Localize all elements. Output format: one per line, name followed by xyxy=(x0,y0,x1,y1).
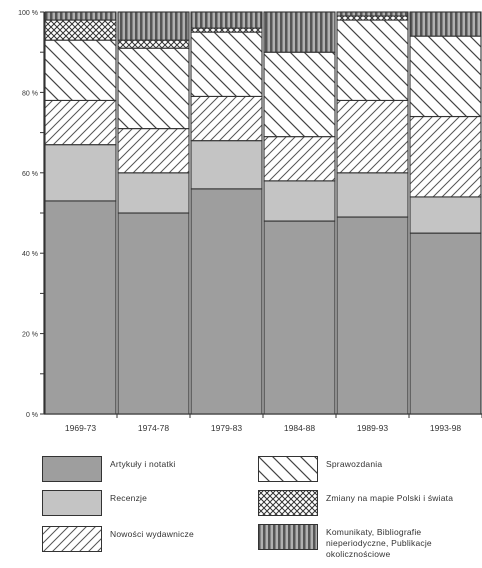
legend-item-zmiany: Zmiany na mapie Polski i świata xyxy=(258,490,482,516)
bar-segment xyxy=(191,28,262,32)
bar-segment xyxy=(410,233,481,414)
x-tick-label: 1984-88 xyxy=(284,423,315,433)
legend-label: Sprawozdania xyxy=(326,456,382,470)
legend-item-sprawozdania: Sprawozdania xyxy=(258,456,482,482)
legend-item-recenzje: Recenzje xyxy=(42,490,242,516)
legend-item-nowosci: Nowości wydawnicze xyxy=(42,526,242,552)
bar-segment xyxy=(337,100,408,172)
x-tick-label: 1989-93 xyxy=(357,423,388,433)
bar-segment xyxy=(264,12,335,52)
bar-segment xyxy=(264,137,335,181)
bar-segment xyxy=(45,201,116,414)
bar-segment xyxy=(410,197,481,233)
bar-segment xyxy=(118,173,189,213)
bar-segment xyxy=(118,129,189,173)
y-tick-label: 80 % xyxy=(22,90,38,97)
x-tick-label: 1969-73 xyxy=(65,423,96,433)
bar-segment xyxy=(45,145,116,201)
bar-segment xyxy=(191,96,262,140)
bar-segment xyxy=(191,12,262,28)
y-tick-label: 20 % xyxy=(22,332,38,339)
bar-segment xyxy=(118,48,189,128)
legend-label: Recenzje xyxy=(110,490,147,504)
legend-swatch-crosshatch xyxy=(258,490,318,516)
bar-segment xyxy=(118,213,189,414)
legend-swatch-hatch-sparse xyxy=(258,456,318,482)
y-tick-label: 60 % xyxy=(22,171,38,178)
x-tick-label: 1979-83 xyxy=(211,423,242,433)
chart-bars xyxy=(45,12,481,414)
x-tick-label: 1993-98 xyxy=(430,423,461,433)
legend-swatch-hatch-light xyxy=(42,526,102,552)
bar-segment xyxy=(45,20,116,40)
bar-segment xyxy=(410,117,481,197)
bar-segment xyxy=(410,36,481,116)
y-tick-label: 0 % xyxy=(26,412,38,419)
bar-segment xyxy=(337,217,408,414)
x-tick-label: 1974-78 xyxy=(138,423,169,433)
legend-item-komunikaty: Komunikaty, Bibliografie nieperiodyczne,… xyxy=(258,524,482,560)
bar-segment xyxy=(118,12,189,40)
bar-segment xyxy=(337,12,408,16)
bar-segment xyxy=(410,12,481,36)
bar-segment xyxy=(45,100,116,144)
bar-segment xyxy=(337,20,408,100)
bar-segment xyxy=(191,189,262,414)
bar-segment xyxy=(337,173,408,217)
legend: Artykuły i notatki Sprawozdania Recenzje… xyxy=(0,448,482,568)
legend-label: Zmiany na mapie Polski i świata xyxy=(326,490,456,504)
bar-segment xyxy=(45,40,116,100)
legend-swatch-solid-light xyxy=(42,490,102,516)
bar-segment xyxy=(191,141,262,189)
y-tick-label: 100 % xyxy=(18,10,38,17)
bar-segment xyxy=(45,12,116,20)
bar-segment xyxy=(191,32,262,96)
legend-label: Nowości wydawnicze xyxy=(110,526,194,540)
stacked-bar-chart: 0 % 20 % 40 % 60 % 80 % 100 % 1969-73 1974-78 19… xyxy=(0,0,482,448)
bar-segment xyxy=(337,16,408,20)
legend-label: Artykuły i notatki xyxy=(110,456,175,470)
legend-item-artykuly: Artykuły i notatki xyxy=(42,456,242,482)
legend-label: Komunikaty, Bibliografie nieperiodyczne,… xyxy=(326,524,476,560)
y-tick-label: 40 % xyxy=(22,251,38,258)
legend-swatch-solid-dark xyxy=(42,456,102,482)
bar-segment xyxy=(264,221,335,414)
bar-segment xyxy=(118,40,189,48)
bar-segment xyxy=(264,52,335,136)
bar-segment xyxy=(264,181,335,221)
legend-swatch-vertical xyxy=(258,524,318,550)
